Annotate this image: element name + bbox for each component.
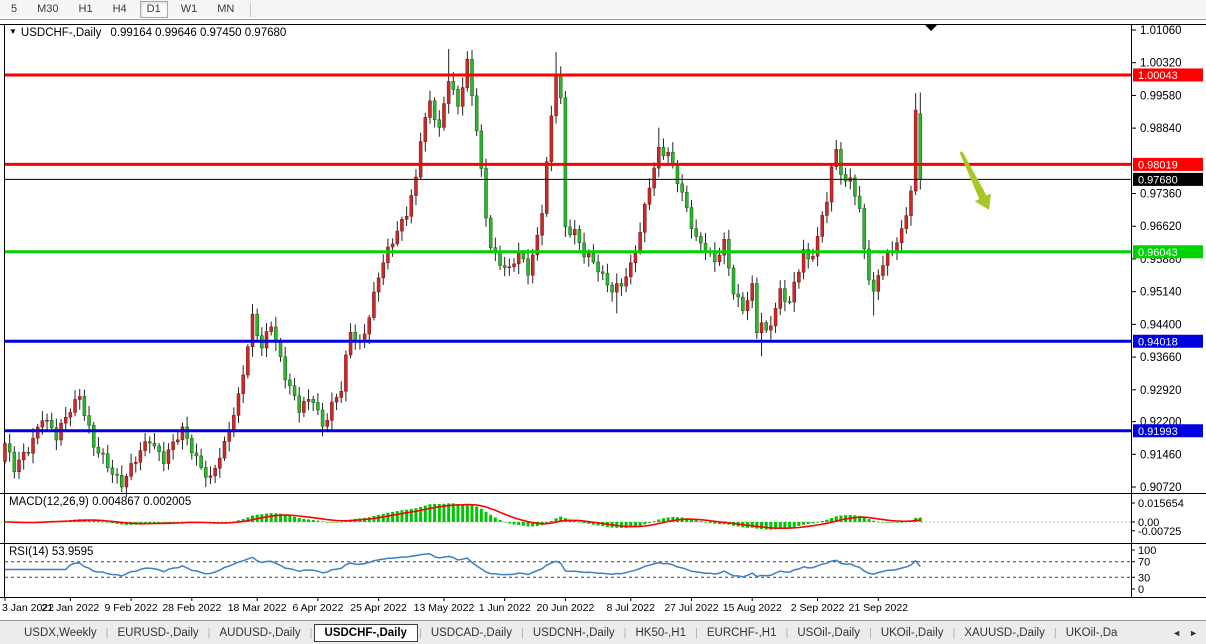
tab-ukoil-da[interactable]: UKOil-,Da: [1065, 626, 1118, 639]
svg-text:0.99580: 0.99580: [1140, 90, 1182, 102]
tab-separator: |: [207, 626, 211, 639]
tab-usdchf-daily[interactable]: USDCHF-,Daily: [313, 623, 418, 642]
svg-text:20 Jun 2022: 20 Jun 2022: [536, 602, 594, 614]
svg-text:1.00320: 1.00320: [1140, 58, 1182, 70]
tab-separator: |: [952, 626, 956, 639]
timeframe-button-h1[interactable]: H1: [78, 3, 93, 15]
svg-text:0.97360: 0.97360: [1140, 189, 1182, 201]
price-axis: 1.01060 1.00320 0.99580 0.98840 0.97360 0.966…: [1131, 25, 1203, 494]
svg-text:0.94018: 0.94018: [1138, 336, 1178, 348]
rsi-name: RSI(14): [9, 546, 49, 558]
chart-symbol-label: USDCHF-,Daily: [20, 27, 102, 39]
svg-text:2 Sep 2022: 2 Sep 2022: [791, 602, 845, 614]
tab-audusd-daily[interactable]: AUDUSD-,Daily: [219, 626, 301, 639]
timeframe-toolbar: 5 M30 H1 H4 D1 W1 MN: [0, 0, 1206, 20]
svg-text:0.96043: 0.96043: [1138, 247, 1178, 259]
chart-shift-marker-icon[interactable]: [925, 25, 938, 31]
tab-scroll-left-icon[interactable]: ◄: [1172, 627, 1182, 638]
svg-text:0.015654: 0.015654: [1138, 498, 1184, 510]
chart-tabbar: USDX,Weekly | EURUSD-,Daily | AUDUSD-,Daily |…: [0, 620, 1206, 644]
tab-separator: |: [418, 626, 422, 639]
svg-text:28 Feb 2022: 28 Feb 2022: [162, 602, 221, 614]
tab-separator: |: [105, 626, 109, 639]
chart-menu-arrow-icon[interactable]: ▼: [9, 27, 17, 36]
tab-scroll-right-icon[interactable]: ►: [1189, 627, 1198, 638]
svg-text:9 Feb 2022: 9 Feb 2022: [105, 602, 158, 614]
timeframe-button-mn[interactable]: MN: [217, 3, 235, 15]
tab-separator: |: [623, 626, 627, 639]
tab-usdx-weekly[interactable]: USDX,Weekly: [24, 626, 97, 639]
svg-text:70: 70: [1138, 557, 1150, 569]
chart-canvas[interactable]: 1.01060 1.00320 0.99580 0.98840 0.97360 0.966…: [0, 0, 1206, 620]
svg-text:0.93660: 0.93660: [1140, 352, 1182, 364]
svg-text:27 Jul 2022: 27 Jul 2022: [664, 602, 718, 614]
svg-text:6 Apr 2022: 6 Apr 2022: [292, 602, 343, 614]
tab-scroll-buttons: ◄ ►: [1172, 628, 1206, 638]
svg-text:30: 30: [1138, 572, 1150, 584]
svg-text:0.98019: 0.98019: [1138, 159, 1178, 171]
chart-ohlc-values: 0.99164 0.99646 0.97450 0.97680: [110, 27, 287, 39]
svg-text:1.01060: 1.01060: [1140, 25, 1182, 37]
tab-hk50-h1[interactable]: HK50-,H1: [635, 626, 686, 639]
svg-text:0: 0: [1138, 584, 1144, 596]
macd-label: MACD(12,26,9) 0.004867 0.002005: [9, 496, 191, 508]
svg-text:3 Jan 2022: 3 Jan 2022: [2, 602, 54, 614]
svg-text:0.90720: 0.90720: [1140, 482, 1182, 494]
chart-frame: [0, 24, 1206, 598]
tab-xauusd-daily[interactable]: XAUUSD-,Daily: [964, 626, 1045, 639]
tab-separator: |: [694, 626, 698, 639]
svg-text:0.00: 0.00: [1138, 517, 1159, 529]
timeframe-button-5[interactable]: 5: [11, 3, 18, 15]
svg-text:15 Aug 2022: 15 Aug 2022: [723, 602, 782, 614]
horizontal-lines: [5, 73, 1131, 433]
tab-separator: |: [785, 626, 789, 639]
tab-separator: |: [520, 626, 524, 639]
tab-usoil-daily[interactable]: USOil-,Daily: [797, 626, 860, 639]
svg-text:0.98840: 0.98840: [1140, 123, 1182, 135]
tab-usdcad-daily[interactable]: USDCAD-,Daily: [430, 626, 512, 639]
tab-separator: |: [309, 626, 313, 639]
svg-text:-0.00725: -0.00725: [1138, 526, 1181, 538]
tab-ukoil-daily[interactable]: UKOil-,Daily: [880, 626, 944, 639]
svg-text:21 Jan 2022: 21 Jan 2022: [41, 602, 99, 614]
tab-separator: |: [868, 626, 872, 639]
svg-text:0.97680: 0.97680: [1138, 174, 1178, 186]
macd-panel: 0.015654 0.00-0.00725: [3, 498, 1184, 538]
svg-text:18 Mar 2022: 18 Mar 2022: [228, 602, 287, 614]
candlesticks: [3, 49, 923, 498]
svg-text:1.00043: 1.00043: [1138, 70, 1178, 82]
tab-eurusd-daily[interactable]: EURUSD-,Daily: [117, 626, 199, 639]
timeframe-button-h4[interactable]: H4: [112, 3, 127, 15]
macd-values: 0.004867 0.002005: [92, 496, 192, 508]
svg-text:13 May 2022: 13 May 2022: [414, 602, 475, 614]
tab-eurchf-h1[interactable]: EURCHF-,H1: [706, 626, 777, 639]
svg-text:0.94400: 0.94400: [1140, 319, 1182, 331]
svg-text:21 Sep 2022: 21 Sep 2022: [849, 602, 909, 614]
svg-text:100: 100: [1138, 545, 1156, 557]
chart-title: ▼ USDCHF-,Daily 0.99164 0.99646 0.97450 0.…: [9, 27, 286, 39]
toolbar-separator: [250, 2, 252, 17]
rsi-label: RSI(14) 53.9595: [9, 546, 93, 558]
svg-text:0.91993: 0.91993: [1138, 426, 1178, 438]
svg-text:25 Apr 2022: 25 Apr 2022: [350, 602, 407, 614]
timeframe-button-d1[interactable]: D1: [139, 1, 168, 18]
svg-text:0.92920: 0.92920: [1140, 385, 1182, 397]
svg-text:8 Jul 2022: 8 Jul 2022: [607, 602, 656, 614]
rsi-value: 53.9595: [51, 546, 94, 558]
tab-usdcnh-daily[interactable]: USDCNH-,Daily: [532, 626, 615, 639]
timeframe-button-m30[interactable]: M30: [37, 3, 59, 15]
tab-separator: |: [1053, 626, 1057, 639]
svg-text:1 Jun 2022: 1 Jun 2022: [479, 602, 531, 614]
svg-text:0.91460: 0.91460: [1140, 449, 1182, 461]
timeframe-button-w1[interactable]: W1: [180, 3, 198, 15]
svg-text:0.96620: 0.96620: [1140, 221, 1182, 233]
svg-text:0.95140: 0.95140: [1140, 287, 1182, 299]
annotations: [925, 25, 991, 210]
macd-name: MACD(12,26,9): [9, 496, 89, 508]
down-arrow-annotation[interactable]: [959, 151, 991, 210]
